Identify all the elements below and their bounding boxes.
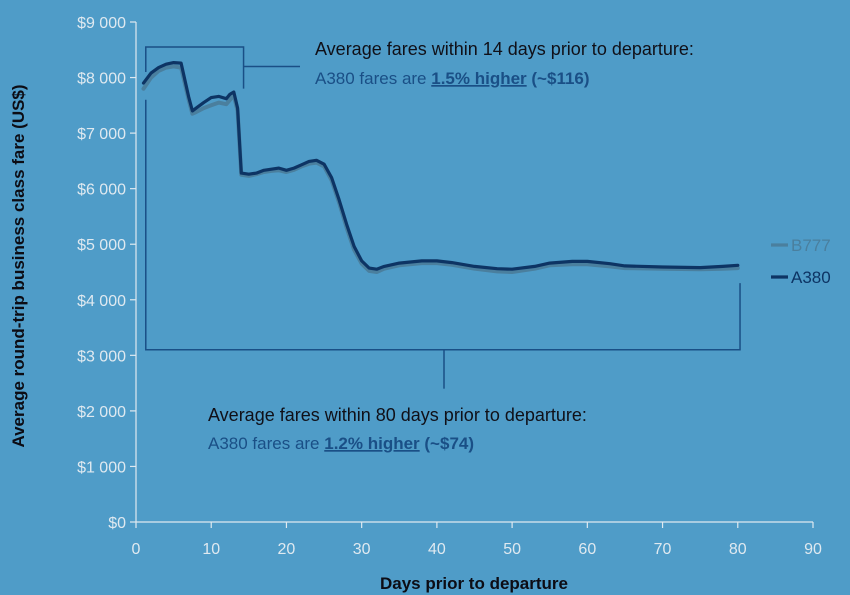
annotation-brackets [145,46,741,389]
y-tick-label: $9 000 [77,15,126,32]
series-lines [141,61,740,274]
annotation-14-line2: A380 fares are 1.5% higher (~$116) [315,69,590,88]
y-tick-label: $0 [108,515,126,532]
annotation-80-prefix: A380 fares are [208,434,324,453]
y-tick-label: $7 000 [77,126,126,143]
x-tick-label: 80 [729,541,747,558]
x-axis-title: Days prior to departure [380,574,568,593]
x-tick-label: 50 [503,541,521,558]
x-tick-label: 60 [578,541,596,558]
x-tick-label: 20 [278,541,296,558]
y-tick-label: $4 000 [77,293,126,310]
series-line-b777 [141,64,740,274]
x-tick-label: 70 [654,541,672,558]
legend-label-a380: A380 [791,268,831,287]
y-tick-label: $2 000 [77,404,126,421]
y-tick-label: $1 000 [77,459,126,476]
y-tick-label: $8 000 [77,71,126,88]
x-tick-label: 30 [353,541,371,558]
annotation-80-highlight: 1.2% higher [324,434,420,453]
annotation-14-days: Average fares within 14 days prior to de… [315,39,694,88]
annotation-14-line1: Average fares within 14 days prior to de… [315,39,694,59]
annotation-80-line1: Average fares within 80 days prior to de… [208,405,587,425]
annotation-14-suffix: (~$116) [527,69,590,88]
bracket-80-days [145,99,741,351]
annotation-80-suffix: (~$74) [420,434,474,453]
y-tick-label: $5 000 [77,237,126,254]
annotation-80-line2: A380 fares are 1.2% higher (~$74) [208,434,474,453]
y-tick-label: $6 000 [77,182,126,199]
tick-labels: $0 $1 000 $2 000 $3 000 $4 000 $5 000 $6 000 $7… [77,15,822,558]
annotation-14-highlight: 1.5% higher [431,69,527,88]
bracket-14-days [145,46,245,89]
x-tick-label: 90 [804,541,822,558]
annotation-14-prefix: A380 fares are [315,69,431,88]
y-axis-title: Average round-trip business class fare (… [9,84,28,447]
x-tick-label: 40 [428,541,446,558]
axes [130,21,814,528]
x-tick-label: 10 [202,541,220,558]
y-tick-label: $3 000 [77,348,126,365]
x-tick-label: 0 [132,541,141,558]
series-line-a380 [141,61,740,271]
legend-label-b777: B777 [791,236,831,255]
annotation-80-days: Average fares within 80 days prior to de… [208,405,587,453]
legend: B777 A380 [771,236,831,287]
